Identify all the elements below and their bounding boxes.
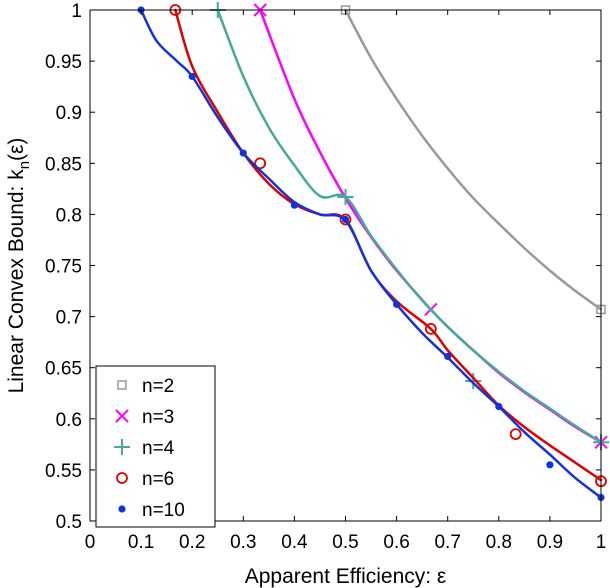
x-axis-label: Apparent Efficiency: ε: [245, 565, 447, 588]
y-tick-label: 0.9: [56, 103, 82, 124]
data-point-n10: [188, 72, 196, 81]
x-tick-label: 0.2: [179, 532, 205, 553]
x-tick-label: 0.4: [281, 532, 308, 553]
y-axis-label-main: Linear Convex Bound: k: [5, 169, 28, 394]
y-tick-label: 0.65: [45, 359, 82, 380]
y-tick-label: 1: [71, 1, 82, 22]
x-tick-label: 0.7: [434, 532, 460, 553]
y-tick-label: 0.75: [45, 257, 82, 278]
y-tick-label: 0.85: [45, 154, 82, 175]
y-tick-label: 0.6: [56, 410, 82, 431]
legend-marker: [115, 409, 129, 423]
y-tick-label: 0.95: [45, 52, 82, 73]
legend-marker: [114, 439, 130, 455]
legend-marker: [117, 380, 127, 390]
data-point-n10: [546, 461, 554, 469]
y-axis-label-argument: (ε): [5, 138, 28, 161]
x-tick-label: 0.1: [128, 532, 154, 553]
y-axis-label-subscript: n: [16, 161, 33, 169]
legend-label: n=2: [142, 376, 174, 397]
y-tick-label: 0.55: [45, 461, 82, 482]
legend-marker: [116, 472, 128, 484]
legend: n=2 n=3 n=4 n=6 n=10: [95, 365, 216, 528]
data-point-n4: [465, 372, 482, 389]
series-line-n4: [216, 8, 603, 444]
data-point-n10: [444, 352, 452, 361]
x-tick-label: 0.6: [383, 532, 409, 553]
x-tick-label: 0.8: [486, 532, 512, 553]
data-point-n10: [290, 201, 298, 209]
x-tick-label: 1: [596, 532, 607, 553]
x-tick-label: 0.5: [332, 532, 358, 553]
data-point-n6: [254, 157, 267, 170]
data-point-n10: [495, 402, 503, 411]
x-tick-label: 0: [85, 532, 96, 553]
x-tick-label: 0.3: [230, 532, 256, 553]
legend-marker: [118, 505, 126, 513]
data-point-n10: [239, 149, 247, 157]
data-point-n10: [341, 215, 350, 224]
ticks-layer: 0 0.1 0.2 0.3 0.4 0.5 0.6 0.7 0.8 0.9 1 0.5 0.55 0.6 0…: [45, 1, 606, 553]
y-tick-label: 0.7: [56, 308, 82, 329]
data-point-n10: [393, 300, 401, 308]
x-tick-label: 0.9: [537, 532, 563, 553]
legend-label: n=4: [142, 438, 175, 459]
legend-label: n=10: [142, 500, 185, 521]
y-tick-label: 0.5: [56, 512, 82, 533]
data-point-n6: [424, 322, 437, 335]
y-tick-label: 0.8: [56, 205, 82, 226]
data-point-n4: [337, 189, 354, 206]
series-line-n2: [344, 8, 603, 311]
data-point-n6: [509, 428, 522, 441]
y-axis-label: Linear Convex Bound: kn(ε): [5, 138, 33, 394]
legend-label: n=3: [142, 407, 174, 428]
data-point-n6: [339, 213, 352, 226]
legend-label: n=6: [142, 469, 174, 490]
